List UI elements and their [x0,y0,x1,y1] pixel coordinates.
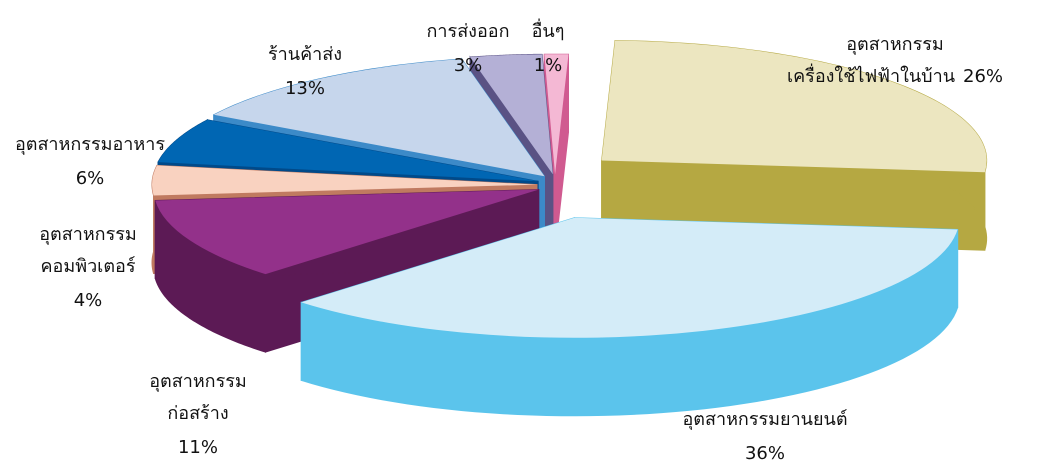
slice-label: อื่นๆ [532,18,565,42]
slice-label: ก่อสร้าง [167,403,228,424]
slice-label: การส่งออก [427,21,510,42]
value-label: 6% [76,168,105,189]
value-label: 3% [454,55,483,76]
slice [213,59,545,177]
value-label: 26% [963,66,1003,87]
slice-label: อุตสาหกรรมอาหาร [15,134,165,155]
slice [152,165,538,196]
slice-label: อุตสาหกรรม [39,224,137,245]
slice [301,217,958,338]
slice-label: คอมพิวเตอร์ [40,256,135,277]
value-label: 13% [285,78,325,99]
slice-label: อุตสาหกรรม [846,34,944,55]
value-label: 4% [74,290,103,311]
slice [470,54,553,175]
value-label: 36% [745,443,785,464]
slice-label: อุตสาหกรรมยานยนต์ [682,409,847,430]
slice-label: เครื่องใช้ไฟฟ้าในบ้าน 26% [787,63,1003,87]
slice [601,40,987,173]
slice [158,119,539,182]
slice [155,189,539,275]
value-label: 11% [178,437,218,458]
slice-label: อุตสาหกรรม [149,371,247,392]
value-label: 1% [534,55,563,76]
slice [544,54,569,175]
slice-label: ร้านค้าส่ง [268,44,342,65]
